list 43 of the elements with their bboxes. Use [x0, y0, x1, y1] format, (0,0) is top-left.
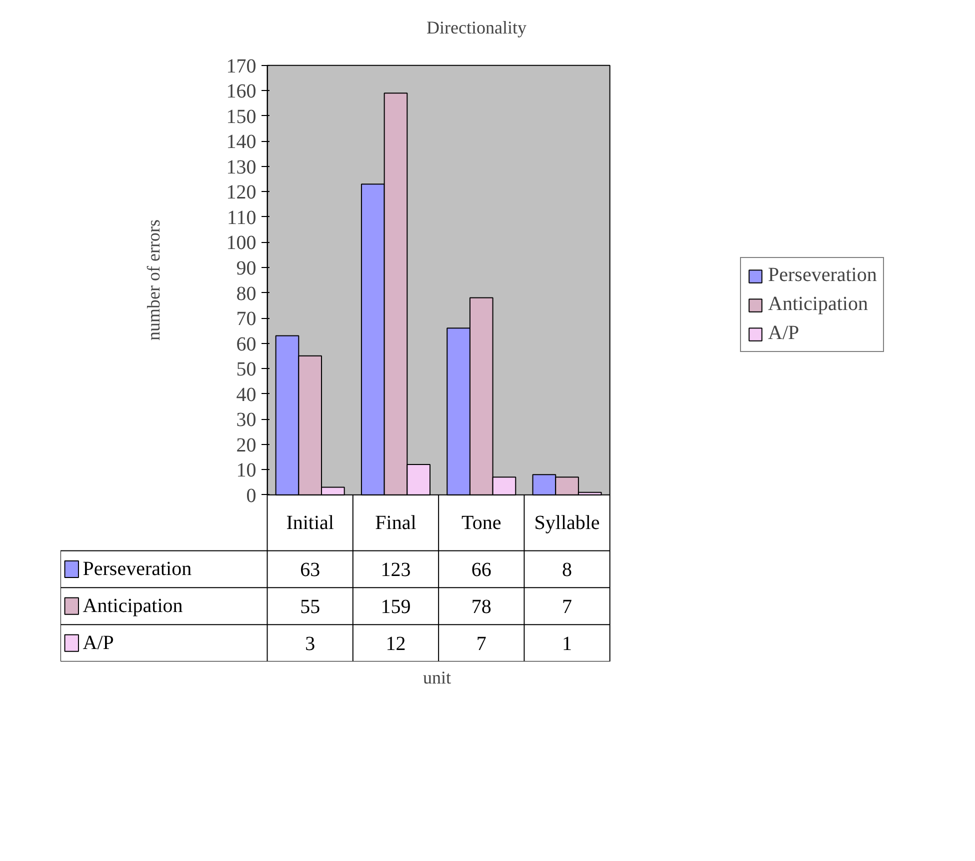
y-tick-label: 80 [236, 282, 256, 305]
text: unit [423, 668, 452, 688]
y-tick-label: 50 [236, 358, 256, 381]
y-tick-label: 10 [236, 460, 256, 482]
data-label: 123 [380, 559, 411, 582]
text: Perseveration [768, 264, 877, 286]
data-label: 55 [300, 596, 320, 618]
data-label: 8 [562, 559, 572, 582]
chart-title: Directionality [426, 18, 526, 38]
data-label: 1 [562, 633, 572, 656]
data-label: 7 [562, 596, 572, 618]
y-tick-label: 90 [236, 257, 256, 280]
legend-label: Perseveration [82, 558, 192, 580]
y-tick-label: 20 [236, 434, 256, 456]
legend-label: Anticipation [82, 595, 183, 618]
y-tick-label: 170 [226, 55, 256, 78]
y-tick-label: 110 [227, 206, 256, 229]
data-label: 66 [471, 559, 492, 582]
x-tick-label: Final [375, 512, 417, 534]
y-tick-label: 120 [226, 182, 256, 204]
data-label: 63 [300, 559, 320, 582]
y-tick-label: 100 [226, 232, 256, 254]
data-label: 3 [305, 633, 316, 656]
text: Anticipation [768, 293, 868, 316]
y-tick-label: 160 [226, 80, 256, 103]
data-label: 78 [471, 596, 492, 618]
y-tick-label: 0 [246, 484, 256, 507]
x-tick-label: Syllable [534, 512, 600, 534]
data-label: 12 [386, 633, 406, 656]
y-tick-label: 70 [236, 308, 256, 330]
y-tick-label: 60 [236, 333, 256, 356]
y-tick-label: 30 [236, 409, 256, 432]
text: A/P [82, 632, 114, 654]
y-tick-label: 130 [226, 156, 256, 178]
data-label: 7 [476, 633, 486, 656]
x-tick-label: Initial [286, 512, 334, 534]
y-tick-label: 40 [236, 384, 256, 406]
x-tick-label: Tone [462, 512, 502, 534]
data-label: 159 [380, 596, 411, 618]
y-tick-label: 150 [226, 106, 256, 128]
y-tick-label: 140 [226, 131, 256, 154]
y-axis-title: number of errors [144, 220, 164, 340]
legend-label: A/P [768, 322, 800, 346]
